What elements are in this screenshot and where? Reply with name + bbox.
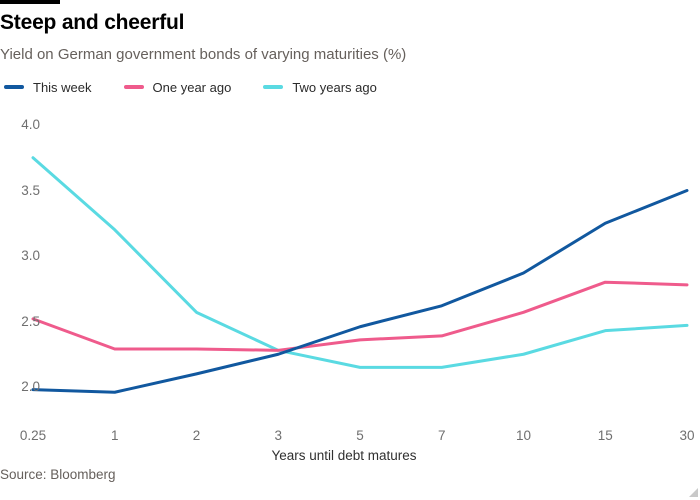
series-line-this-week [31,189,689,394]
x-axis-tick: 3 [274,428,282,443]
legend-swatch-this-week [4,85,24,89]
x-axis-tick: 15 [597,428,613,443]
legend-label: One year ago [152,79,232,95]
legend-label: Two years ago [292,79,377,95]
x-axis-tick: 1 [110,428,119,443]
accent-bar [0,0,60,4]
legend: This week One year ago Two years ago [4,78,409,96]
legend-swatch-two-years-ago [263,85,284,89]
legend-item-two-years-ago: Two years ago [263,80,377,95]
chart-title: Steep and cheerful [0,11,185,34]
legend-item-one-year-ago: One year ago [123,79,232,95]
y-axis-tick: 3.0 [21,248,40,263]
x-axis-tick: 0.25 [19,428,47,443]
x-axis-tick: 2 [192,428,201,443]
series-line-two-years-ago [31,156,689,369]
x-axis-tick: 30 [679,428,695,443]
x-axis-title: Years until debt matures [271,448,417,463]
source-note: Source: Bloomberg [0,467,116,482]
x-axis-tick: 5 [356,428,364,443]
y-axis-tick: 4.0 [21,117,40,132]
x-axis-tick: 7 [437,428,446,443]
y-axis-tick: 3.5 [21,182,40,198]
y-axis-tick: 2.0 [21,379,40,394]
legend-label: This week [33,79,92,95]
resize-handle-icon[interactable] [689,488,698,497]
legend-swatch-one-year-ago [123,85,144,89]
chart-subtitle: Yield on German government bonds of vary… [0,46,407,63]
y-axis-tick: 2.5 [21,313,40,329]
legend-item-this-week: This week [4,80,92,95]
x-axis-tick: 10 [515,428,532,443]
series-line-one-year-ago [31,280,689,352]
